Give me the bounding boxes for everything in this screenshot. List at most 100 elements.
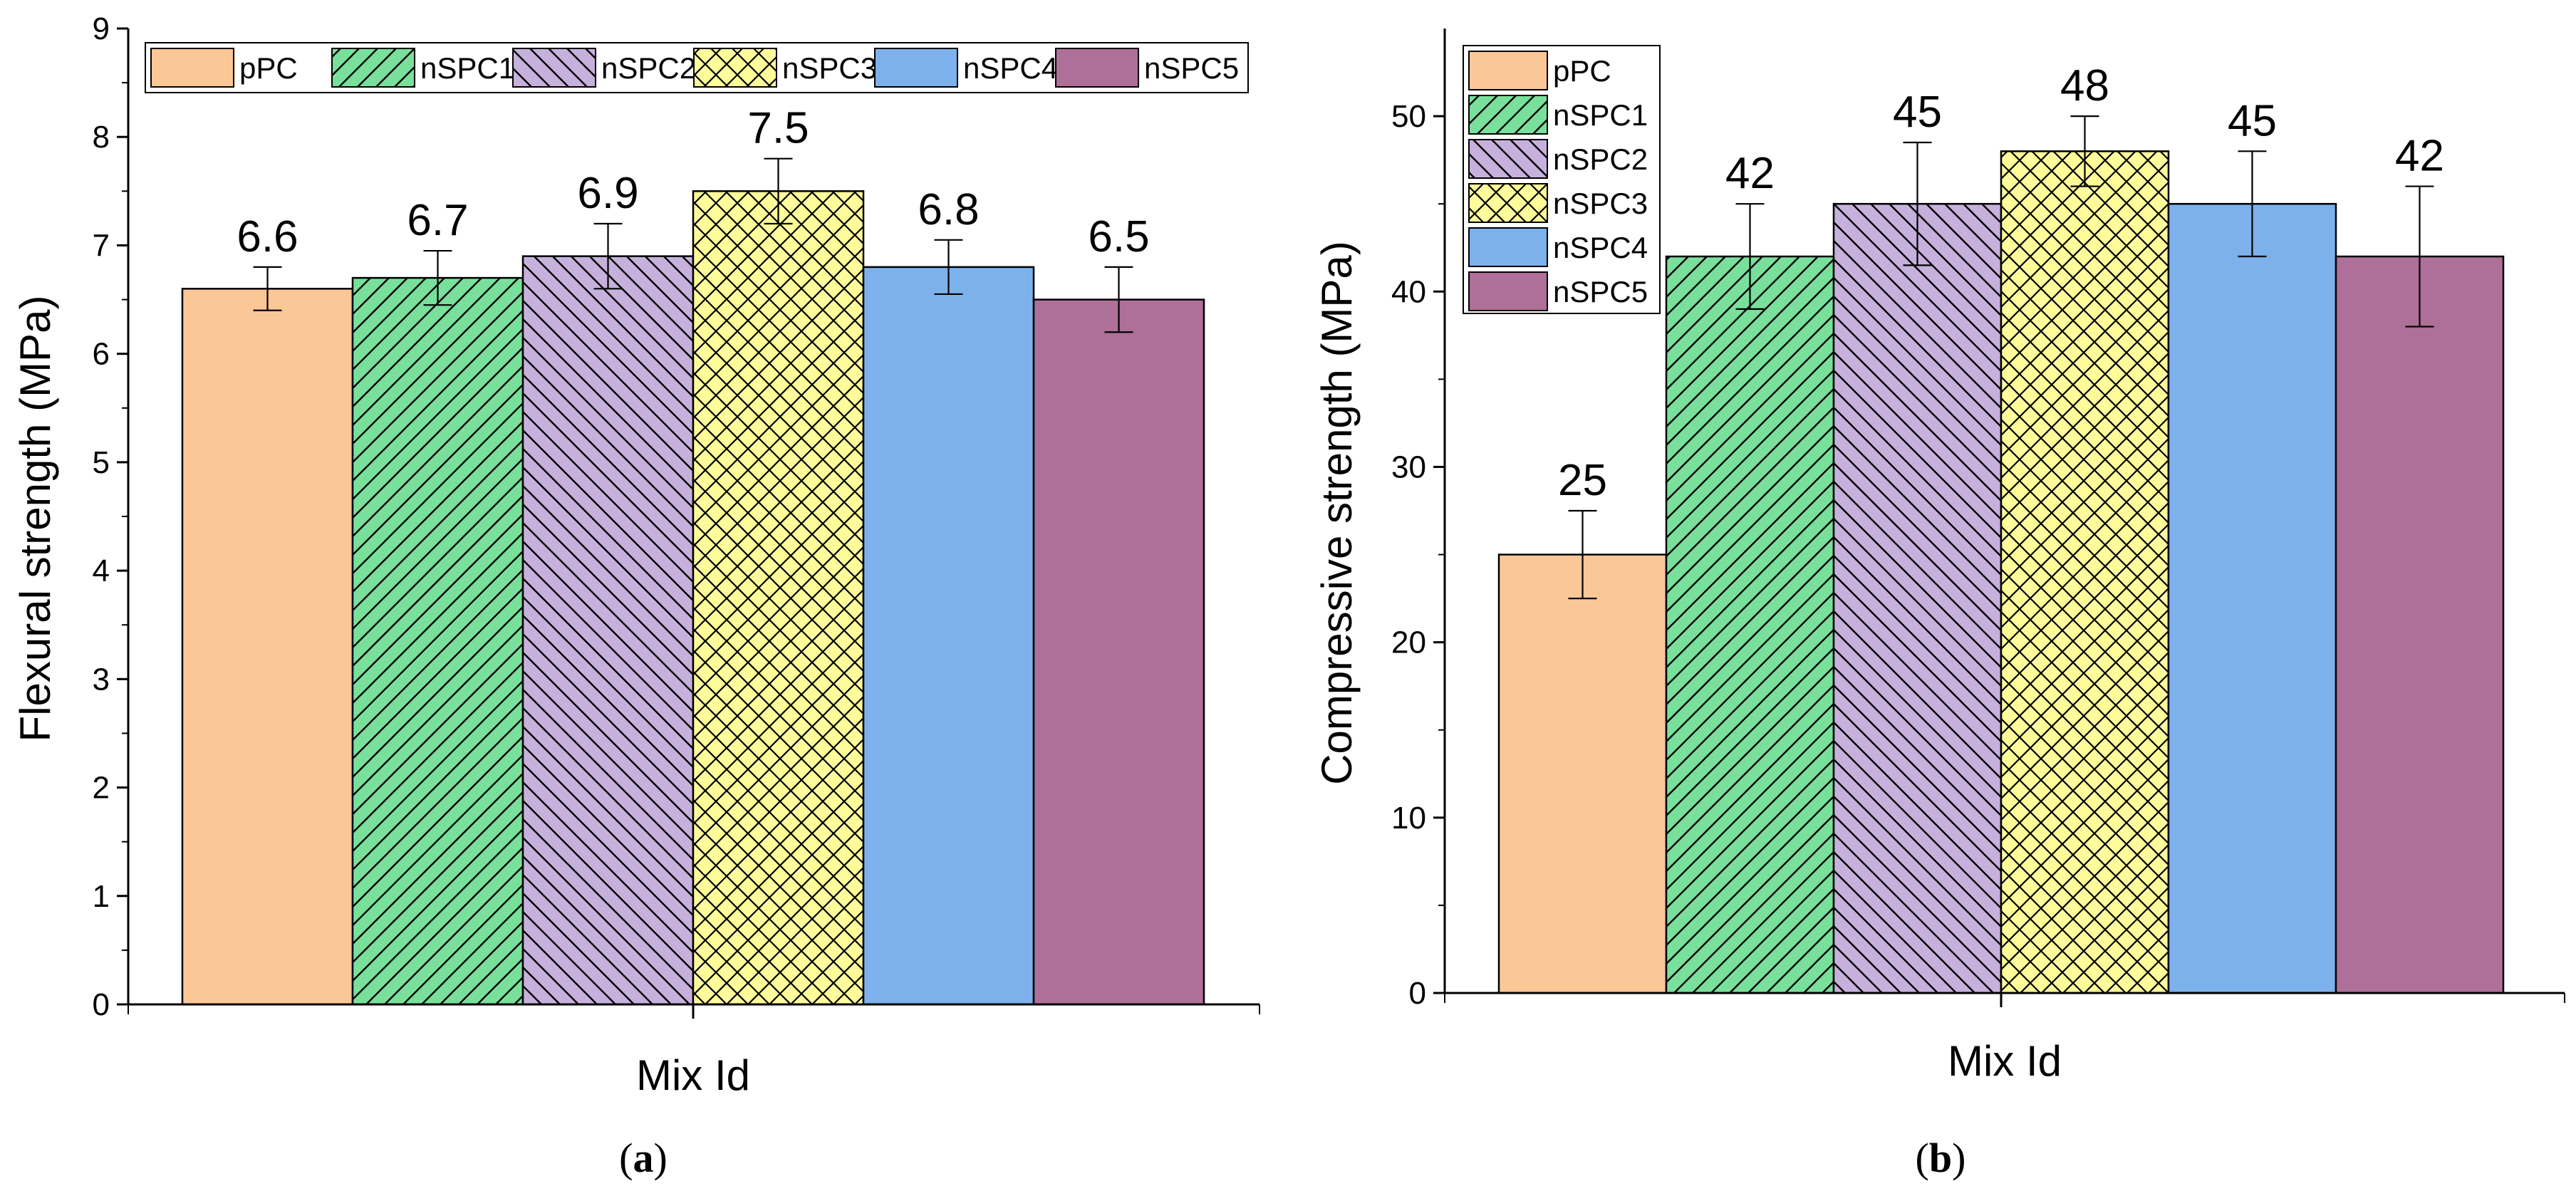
value-label-nspc1: 6.7 <box>407 196 468 245</box>
legend-label: nSPC2 <box>601 51 696 85</box>
caption-open-paren: ( <box>619 1135 633 1181</box>
caption-letter: a <box>633 1135 654 1181</box>
caption-close-paren: ) <box>654 1135 668 1181</box>
caption-letter: b <box>1929 1135 1952 1181</box>
bar-nspc5 <box>2334 255 2505 994</box>
value-label-nspc1: 42 <box>1725 149 1775 198</box>
legend-swatch-nspc3 <box>1468 183 1548 223</box>
legend-label: nSPC1 <box>1553 98 1648 132</box>
legend-swatch-nspc1 <box>331 48 415 88</box>
bar-fill <box>2336 256 2503 993</box>
bar-fill <box>1034 299 1204 1004</box>
value-label-nspc3: 48 <box>2060 61 2109 110</box>
legend-swatch-nspc2 <box>1468 139 1548 179</box>
y-tick-label: 2 <box>93 771 110 806</box>
y-tick-label: 7 <box>93 228 110 263</box>
bar-ppc <box>1497 553 1668 994</box>
legend-label: nSPC4 <box>963 51 1058 85</box>
legend-swatch-nspc5 <box>1468 271 1548 311</box>
legend-entry-nspc2: nSPC2 <box>1468 139 1648 179</box>
legend-label: pPC <box>1553 54 1611 88</box>
x-axis-title: Mix Id <box>636 1051 750 1099</box>
y-tick-label: 40 <box>1391 274 1426 309</box>
value-labels-group: 6.6 6.7 6.9 7.5 6.8 6.5 <box>237 104 1149 261</box>
panel-caption: (b) <box>1916 1135 1966 1181</box>
y-tick-label: 6 <box>93 337 110 372</box>
y-tick-label: 0 <box>93 987 110 1022</box>
error-bar-nspc2 <box>593 222 623 290</box>
y-tick-label: 30 <box>1391 449 1426 484</box>
legend-entry-nspc4: nSPC4 <box>1468 227 1648 267</box>
error-bars-group <box>1568 115 2434 600</box>
error-bar-nspc1 <box>1735 203 1765 310</box>
y-tick-label: 1 <box>93 879 110 914</box>
bar-nspc1 <box>351 276 524 1006</box>
y-tick-label: 50 <box>1391 99 1426 134</box>
value-label-nspc3: 7.5 <box>747 104 809 153</box>
legend-label: nSPC2 <box>1553 142 1648 176</box>
legend-label: nSPC4 <box>1553 231 1648 264</box>
bar-hatch <box>1666 256 1834 993</box>
legend-entry-nspc1: nSPC1 <box>331 48 515 88</box>
error-bar-nspc3 <box>764 157 793 225</box>
legend-label: nSPC1 <box>420 51 515 85</box>
legend-swatch-nspc4 <box>874 48 958 88</box>
y-tick-label: 9 <box>93 11 110 46</box>
y-tick-label: 4 <box>93 553 110 588</box>
legend-label: nSPC5 <box>1144 51 1239 85</box>
error-bar-ppc <box>253 266 282 311</box>
value-label-nspc4: 6.8 <box>918 185 979 234</box>
legend-label: nSPC3 <box>782 51 877 85</box>
bar-ppc <box>181 288 354 1006</box>
value-label-nspc2: 45 <box>1893 88 1942 137</box>
error-bar-nspc5 <box>1104 266 1133 333</box>
bar-hatch <box>693 191 863 1004</box>
error-bar-ppc <box>1568 509 1597 600</box>
legend: pPC nSPC1 nSPC2 nSPC3 nSPC4 nSPC5 <box>145 42 1249 93</box>
value-labels-group: 25 42 45 48 45 42 <box>1558 61 2444 505</box>
legend-entry-ppc: pPC <box>150 48 298 88</box>
error-bar-nspc1 <box>423 249 452 306</box>
bar-nspc5 <box>1032 298 1205 1006</box>
compressive-strength-chart: 25 42 45 48 45 42 0 10 20 30 40 50 Compressive str… <box>1313 28 2565 1181</box>
legend-label: nSPC3 <box>1553 187 1648 220</box>
error-bar-nspc4 <box>2238 150 2267 258</box>
y-tick-label: 3 <box>93 662 110 697</box>
value-label-nspc4: 45 <box>2228 96 2277 145</box>
flexural-strength-chart: 6.6 6.7 6.9 7.5 6.8 6.5 0 1 2 3 4 5 6 7 8 9 Flexural s… <box>11 11 1260 1181</box>
value-label-ppc: 6.6 <box>237 212 298 261</box>
legend-entry-nspc4: nSPC4 <box>874 48 1058 88</box>
axes-group: 0 1 2 3 4 5 6 7 8 9 <box>93 11 1260 1022</box>
caption-close-paren: ) <box>1952 1135 1965 1181</box>
legend-entry-nspc5: nSPC5 <box>1468 271 1648 311</box>
y-tick-label: 10 <box>1391 801 1426 836</box>
value-label-ppc: 25 <box>1558 456 1607 505</box>
legend-swatch-nspc3 <box>693 48 777 88</box>
error-bar-nspc4 <box>934 239 963 296</box>
legend-swatch-nspc5 <box>1055 48 1139 88</box>
bar-nspc3 <box>692 190 865 1006</box>
bar-nspc1 <box>1665 255 1835 994</box>
bars-group <box>181 190 1205 1006</box>
bar-nspc2 <box>521 255 695 1006</box>
x-axis-title: Mix Id <box>1948 1037 2062 1085</box>
legend-swatch-ppc <box>1468 51 1548 90</box>
value-label-nspc5: 6.5 <box>1088 212 1149 261</box>
error-bar-nspc5 <box>2405 185 2434 328</box>
bar-nspc4 <box>2167 202 2337 994</box>
legend-entry-nspc3: nSPC3 <box>693 48 877 88</box>
y-tick-label: 8 <box>93 120 110 155</box>
legend-entry-nspc3: nSPC3 <box>1468 183 1648 223</box>
caption-open-paren: ( <box>1916 1135 1929 1181</box>
value-label-nspc5: 42 <box>2395 132 2444 181</box>
legend: pPC nSPC1 nSPC2 nSPC3 nSPC4 nSPC5 <box>1463 45 1661 314</box>
y-tick-label: 5 <box>93 445 110 480</box>
bar-nspc2 <box>1832 202 2003 994</box>
bar-hatch <box>523 256 693 1005</box>
legend-entry-nspc1: nSPC1 <box>1468 95 1648 135</box>
bar-hatch <box>353 278 523 1005</box>
bar-nspc3 <box>2000 150 2170 994</box>
bars-group <box>1497 150 2505 994</box>
bar-nspc4 <box>862 266 1035 1006</box>
